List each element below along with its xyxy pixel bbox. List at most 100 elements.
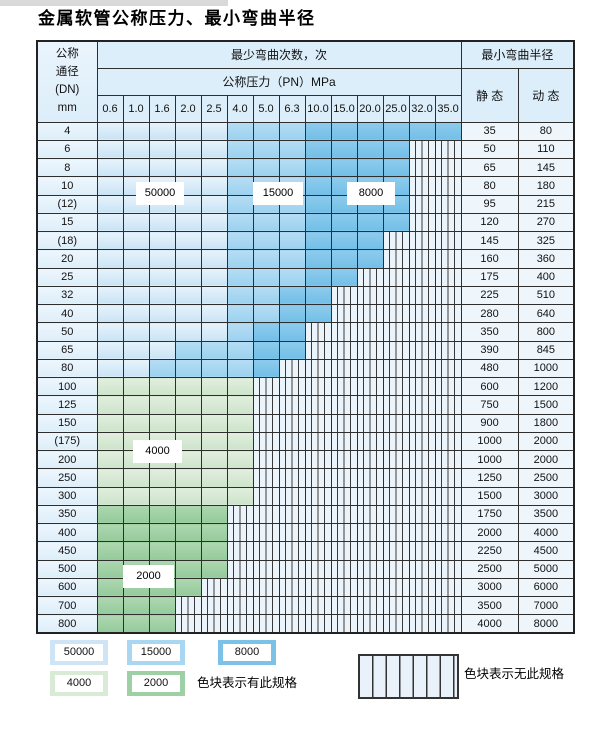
spec-cell: [408, 449, 436, 470]
dynamic-cell: 3500: [517, 504, 575, 525]
spec-cell: [200, 595, 228, 616]
spec-cell: [226, 267, 254, 287]
static-cell: 4000: [460, 614, 519, 634]
table-row: 25 175 400: [36, 267, 575, 287]
spec-cell: [96, 504, 124, 525]
dn-cell: 800: [36, 614, 98, 634]
table-row: 50 350 800: [36, 322, 575, 342]
spec-cell: [330, 595, 358, 616]
static-cell: 350: [460, 322, 519, 342]
spec-cell: [382, 413, 410, 433]
spec-cell: [200, 468, 228, 488]
spec-cell: [356, 504, 384, 525]
bend-cycles-label-50000: 50000: [136, 182, 184, 205]
spec-cell: [434, 176, 462, 196]
spec-cell: [434, 468, 462, 488]
spec-cell: [174, 376, 202, 397]
spec-cell: [148, 157, 176, 178]
spec-cell: [408, 139, 436, 160]
spec-cell: [252, 212, 280, 233]
corner-header-line: (DN): [55, 83, 80, 96]
spec-cell: [226, 121, 254, 141]
pressure-col-header: 2.0: [174, 94, 202, 123]
spec-cell: [200, 395, 228, 415]
spec-cell: [330, 285, 358, 306]
table-row: 15 120 270: [36, 212, 575, 233]
spec-cell: [382, 376, 410, 397]
table-row: 8 65 145: [36, 157, 575, 178]
pressure-col-header: 10.0: [304, 94, 332, 123]
spec-cell: [304, 230, 332, 251]
spec-cell: [200, 230, 228, 251]
dn-cell: 15: [36, 212, 98, 233]
spec-cell: [148, 504, 176, 525]
spec-cell: [278, 230, 306, 251]
spec-cell: [434, 303, 462, 324]
bend-cycles-header: 最少弯曲次数，次: [96, 40, 462, 69]
spec-cell: [304, 376, 332, 397]
spec-cell: [408, 212, 436, 233]
spec-cell: [122, 267, 150, 287]
spec-cell: [122, 522, 150, 543]
spec-cell: [226, 139, 254, 160]
dynamic-cell: 8000: [517, 614, 575, 634]
dynamic-cell: 640: [517, 303, 575, 324]
dn-cell: 6: [36, 139, 98, 160]
spec-cell: [96, 413, 124, 433]
spec-cell: [408, 522, 436, 543]
spec-cell: [148, 595, 176, 616]
spec-cell: [356, 595, 384, 616]
spec-cell: [278, 486, 306, 506]
spec-cell: [330, 322, 358, 342]
spec-cell: [174, 230, 202, 251]
spec-cell: [148, 395, 176, 415]
table-row: 10 80 180: [36, 176, 575, 196]
spec-cell: [304, 176, 332, 196]
spec-cell: [330, 486, 358, 506]
spec-cell: [304, 303, 332, 324]
pressure-col-header: 6.3: [278, 94, 306, 123]
spec-cell: [122, 121, 150, 141]
table-row: 80 480 1000: [36, 358, 575, 379]
spec-cell: [96, 267, 124, 287]
spec-cell: [408, 176, 436, 196]
spec-cell: [408, 157, 436, 178]
dynamic-cell: 2500: [517, 468, 575, 488]
spec-cell: [174, 541, 202, 561]
spec-cell: [226, 577, 254, 598]
static-cell: 600: [460, 376, 519, 397]
spec-cell: [434, 559, 462, 579]
spec-cell: [278, 541, 306, 561]
spec-cell: [278, 157, 306, 178]
spec-cell: [278, 504, 306, 525]
spec-cell: [200, 504, 228, 525]
spec-cell: [330, 376, 358, 397]
spec-cell: [226, 395, 254, 415]
pressure-col-header: 32.0: [408, 94, 436, 123]
spec-cell: [278, 431, 306, 452]
static-cell: 1000: [460, 431, 519, 452]
spec-cell: [304, 522, 332, 543]
static-cell: 280: [460, 303, 519, 324]
spec-cell: [226, 194, 254, 214]
spec-cell: [408, 267, 436, 287]
spec-cell: [226, 486, 254, 506]
table-row: 6 50 110: [36, 139, 575, 160]
spec-cell: [252, 303, 280, 324]
spec-cell: [434, 431, 462, 452]
spec-cell: [122, 157, 150, 178]
spec-cell: [304, 577, 332, 598]
spec-cell: [200, 322, 228, 342]
spec-cell: [252, 449, 280, 470]
spec-cell: [174, 595, 202, 616]
spec-cell: [304, 121, 332, 141]
spec-cell: [252, 541, 280, 561]
spec-cell: [330, 139, 358, 160]
spec-cell: [330, 468, 358, 488]
spec-cell: [304, 486, 332, 506]
spec-cell: [434, 595, 462, 616]
spec-cell: [408, 230, 436, 251]
spec-cell: [278, 614, 306, 634]
dynamic-cell: 145: [517, 157, 575, 178]
